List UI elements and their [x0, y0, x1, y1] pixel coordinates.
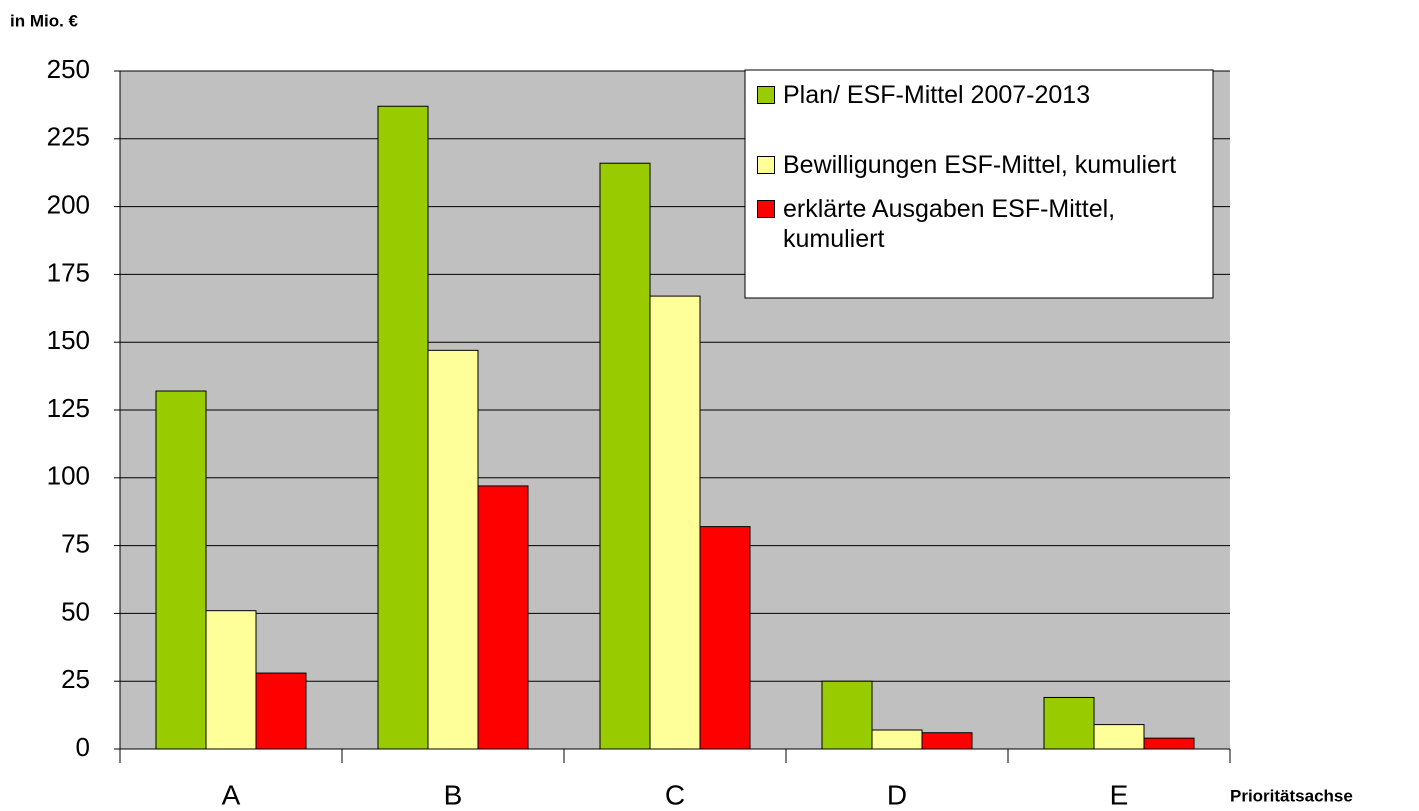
bar: [377, 105, 429, 750]
legend: Plan/ ESF-Mittel 2007-2013 Bewilligungen …: [757, 80, 1205, 254]
legend-item: Plan/ ESF-Mittel 2007-2013: [757, 80, 1205, 110]
x-tick-label: A: [222, 779, 241, 810]
y-tick-label: 25: [61, 664, 90, 694]
legend-list: Plan/ ESF-Mittel 2007-2013 Bewilligungen …: [757, 80, 1205, 254]
bar: [155, 390, 207, 750]
y-tick-label: 50: [61, 596, 90, 626]
bar: [699, 526, 751, 750]
y-tick-label: 225: [47, 122, 90, 152]
legend-item: Bewilligungen ESF-Mittel, kumuliert: [757, 150, 1205, 180]
legend-box: [744, 69, 1214, 299]
bar: [205, 610, 257, 750]
x-tick-label: C: [665, 779, 685, 810]
y-tick-label: 200: [47, 189, 90, 219]
legend-swatch: [757, 156, 775, 174]
legend-swatch: [757, 86, 775, 104]
bar: [427, 349, 479, 750]
bar: [921, 732, 973, 750]
y-tick-label: 75: [61, 528, 90, 558]
y-axis-label: in Mio. €: [10, 11, 79, 30]
bar: [871, 729, 923, 750]
x-axis-label: Prioritätsachse: [1230, 786, 1353, 805]
y-tick-label: 0: [76, 732, 90, 762]
y-tick-label: 150: [47, 325, 90, 355]
x-tick-label: E: [1110, 779, 1129, 810]
bar: [477, 485, 529, 750]
bar: [1093, 724, 1145, 750]
legend-label: Plan/ ESF-Mittel 2007-2013: [783, 81, 1091, 109]
legend-swatch: [757, 200, 775, 218]
x-tick-label: B: [444, 779, 463, 810]
bar: [821, 680, 873, 750]
y-tick-label: 250: [47, 54, 90, 84]
y-tick-label: 175: [47, 257, 90, 287]
x-tick-label: D: [887, 779, 907, 810]
bar: [599, 162, 651, 750]
bar: [1143, 737, 1195, 750]
y-tick-label: 125: [47, 393, 90, 423]
legend-label: erklärte Ausgaben ESF-Mittel, kumuliert: [783, 195, 1116, 253]
bar: [649, 295, 701, 750]
legend-label: Bewilligungen ESF-Mittel, kumuliert: [783, 151, 1177, 179]
y-tick-label: 100: [47, 461, 90, 491]
legend-item: erklärte Ausgaben ESF-Mittel, kumuliert: [757, 194, 1205, 254]
bar: [255, 672, 307, 750]
bar: [1043, 696, 1095, 750]
